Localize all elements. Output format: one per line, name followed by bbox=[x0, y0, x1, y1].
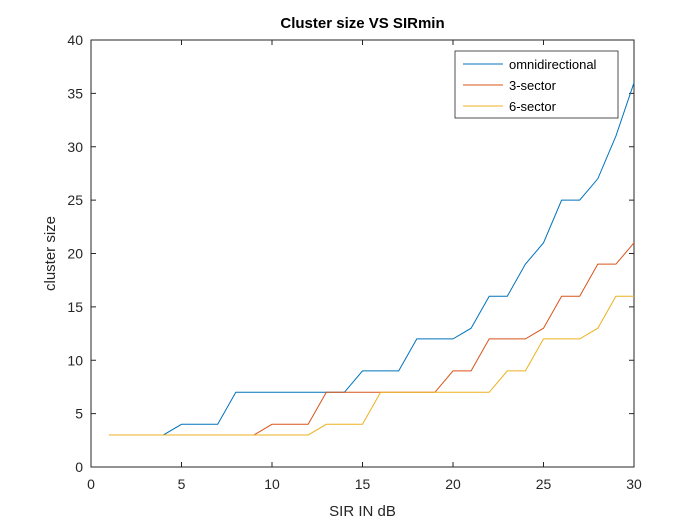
y-tick-label: 25 bbox=[67, 192, 83, 208]
chart-title: Cluster size VS SIRmin bbox=[280, 15, 444, 32]
x-tick-label: 10 bbox=[264, 476, 280, 492]
x-tick-label: 20 bbox=[445, 476, 461, 492]
y-tick-label: 30 bbox=[67, 139, 83, 155]
x-tick-label: 30 bbox=[626, 476, 642, 492]
series-lines bbox=[109, 82, 635, 436]
series-line-omnidirectional bbox=[109, 82, 635, 436]
x-tick-label: 0 bbox=[87, 476, 95, 492]
legend: omnidirectional 3-sector 6-sector bbox=[454, 50, 619, 119]
x-axis: 0 5 10 15 20 25 30 bbox=[87, 40, 642, 492]
y-tick-label: 20 bbox=[67, 246, 83, 262]
series-line-6-sector bbox=[109, 295, 634, 436]
legend-label: 6-sector bbox=[509, 99, 557, 114]
legend-label: 3-sector bbox=[509, 78, 557, 93]
y-tick-label: 10 bbox=[67, 352, 83, 368]
y-tick-label: 40 bbox=[67, 32, 83, 48]
x-axis-label: SIR IN dB bbox=[329, 503, 396, 520]
y-tick-label: 5 bbox=[75, 406, 83, 422]
x-tick-label: 15 bbox=[355, 476, 371, 492]
y-tick-label: 35 bbox=[67, 85, 83, 101]
x-tick-label: 5 bbox=[178, 476, 186, 492]
y-tick-label: 15 bbox=[67, 299, 83, 315]
x-tick-label: 25 bbox=[536, 476, 552, 492]
y-tick-label: 0 bbox=[75, 459, 83, 475]
y-axis-label: cluster size bbox=[42, 216, 59, 291]
y-axis: 0 5 10 15 20 25 30 35 40 bbox=[67, 32, 634, 475]
legend-label: omnidirectional bbox=[509, 57, 597, 72]
